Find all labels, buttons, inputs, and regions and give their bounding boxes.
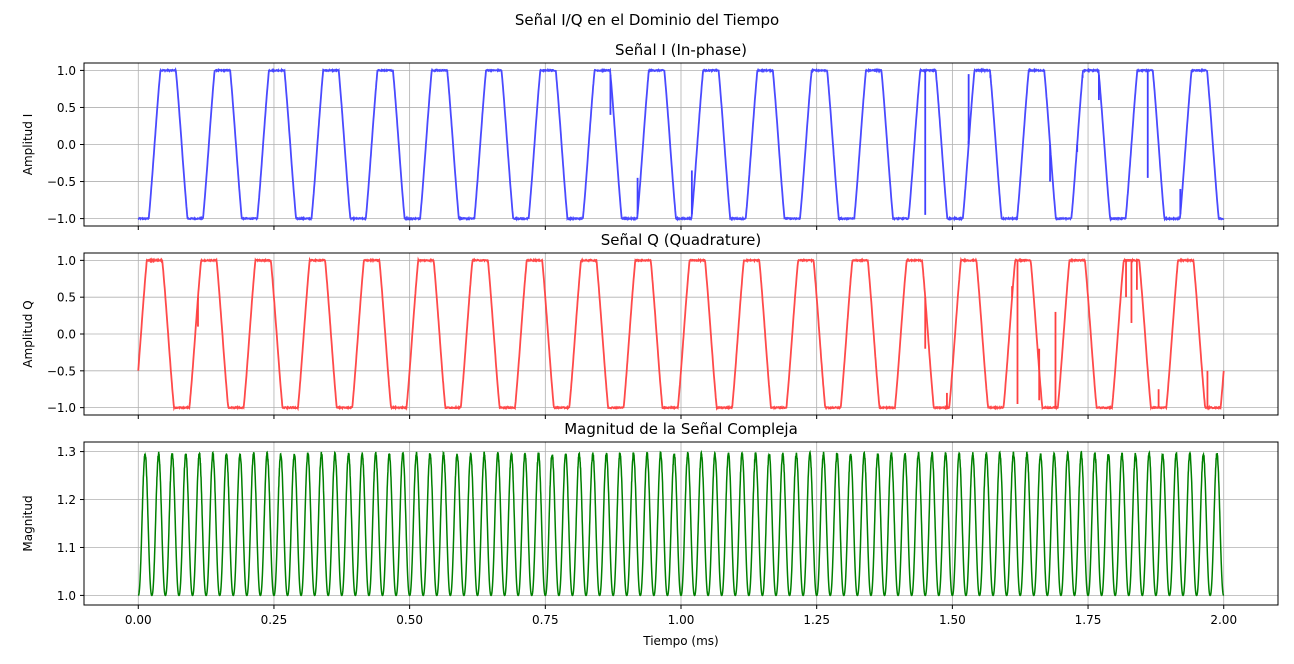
series-line-1	[137, 66, 1225, 222]
y-tick-label: 1.1	[57, 541, 76, 555]
subplots: Señal I (In-phase) 1.0 0.5 0.0 −0.5 −1.0 Ampli…	[21, 41, 1279, 648]
x-tick-label: 0.00	[125, 613, 152, 627]
subplot-title: Señal I (In-phase)	[615, 41, 747, 59]
y-tick-label: −0.5	[47, 175, 76, 189]
x-tick-label: 1.00	[668, 613, 695, 627]
x-tick-label: 0.75	[532, 613, 559, 627]
subplot-2: Señal Q (Quadrature) 1.0 0.5 0.0 −0.5 −1.0 Amp…	[21, 231, 1279, 419]
y-tick-label: 0.5	[57, 101, 76, 115]
y-tick-label: 0.0	[57, 138, 76, 152]
y-tick-label: −0.5	[47, 364, 76, 378]
y-tick-label: −1.0	[47, 401, 76, 415]
y-axis-label: Amplitud I	[21, 114, 35, 175]
subplot-3: Magnitud de la Señal Compleja 0.00 0.25 0.5…	[21, 420, 1279, 648]
y-tick-label: 1.3	[57, 445, 76, 459]
y-axis-label: Amplitud Q	[21, 300, 35, 367]
y-axis-label: Magnitud	[21, 495, 35, 551]
x-tick-label: 0.50	[396, 613, 423, 627]
y-tick-label: 1.0	[57, 64, 76, 78]
x-tick-label: 1.75	[1075, 613, 1102, 627]
figure-title: Señal I/Q en el Dominio del Tiempo	[515, 11, 779, 29]
y-tick-label: 1.2	[57, 493, 76, 507]
y-tick-label: 1.0	[57, 254, 76, 268]
y-tick-label: 0.0	[57, 328, 76, 342]
y-tick-label: 0.5	[57, 291, 76, 305]
subplot-title: Señal Q (Quadrature)	[601, 231, 762, 249]
x-tick-label: 1.50	[939, 613, 966, 627]
y-tick-label: 1.0	[57, 589, 76, 603]
x-tick-label: 1.25	[803, 613, 830, 627]
series-line-1	[137, 256, 1225, 412]
x-tick-label: 0.25	[261, 613, 288, 627]
x-axis-label: Tiempo (ms)	[642, 634, 718, 648]
subplot-1: Señal I (In-phase) 1.0 0.5 0.0 −0.5 −1.0 Ampli…	[21, 41, 1279, 230]
subplot-title: Magnitud de la Señal Compleja	[564, 420, 798, 438]
series-line-1	[137, 449, 1225, 597]
y-tick-label: −1.0	[47, 212, 76, 226]
x-tick-label: 2.00	[1210, 613, 1237, 627]
